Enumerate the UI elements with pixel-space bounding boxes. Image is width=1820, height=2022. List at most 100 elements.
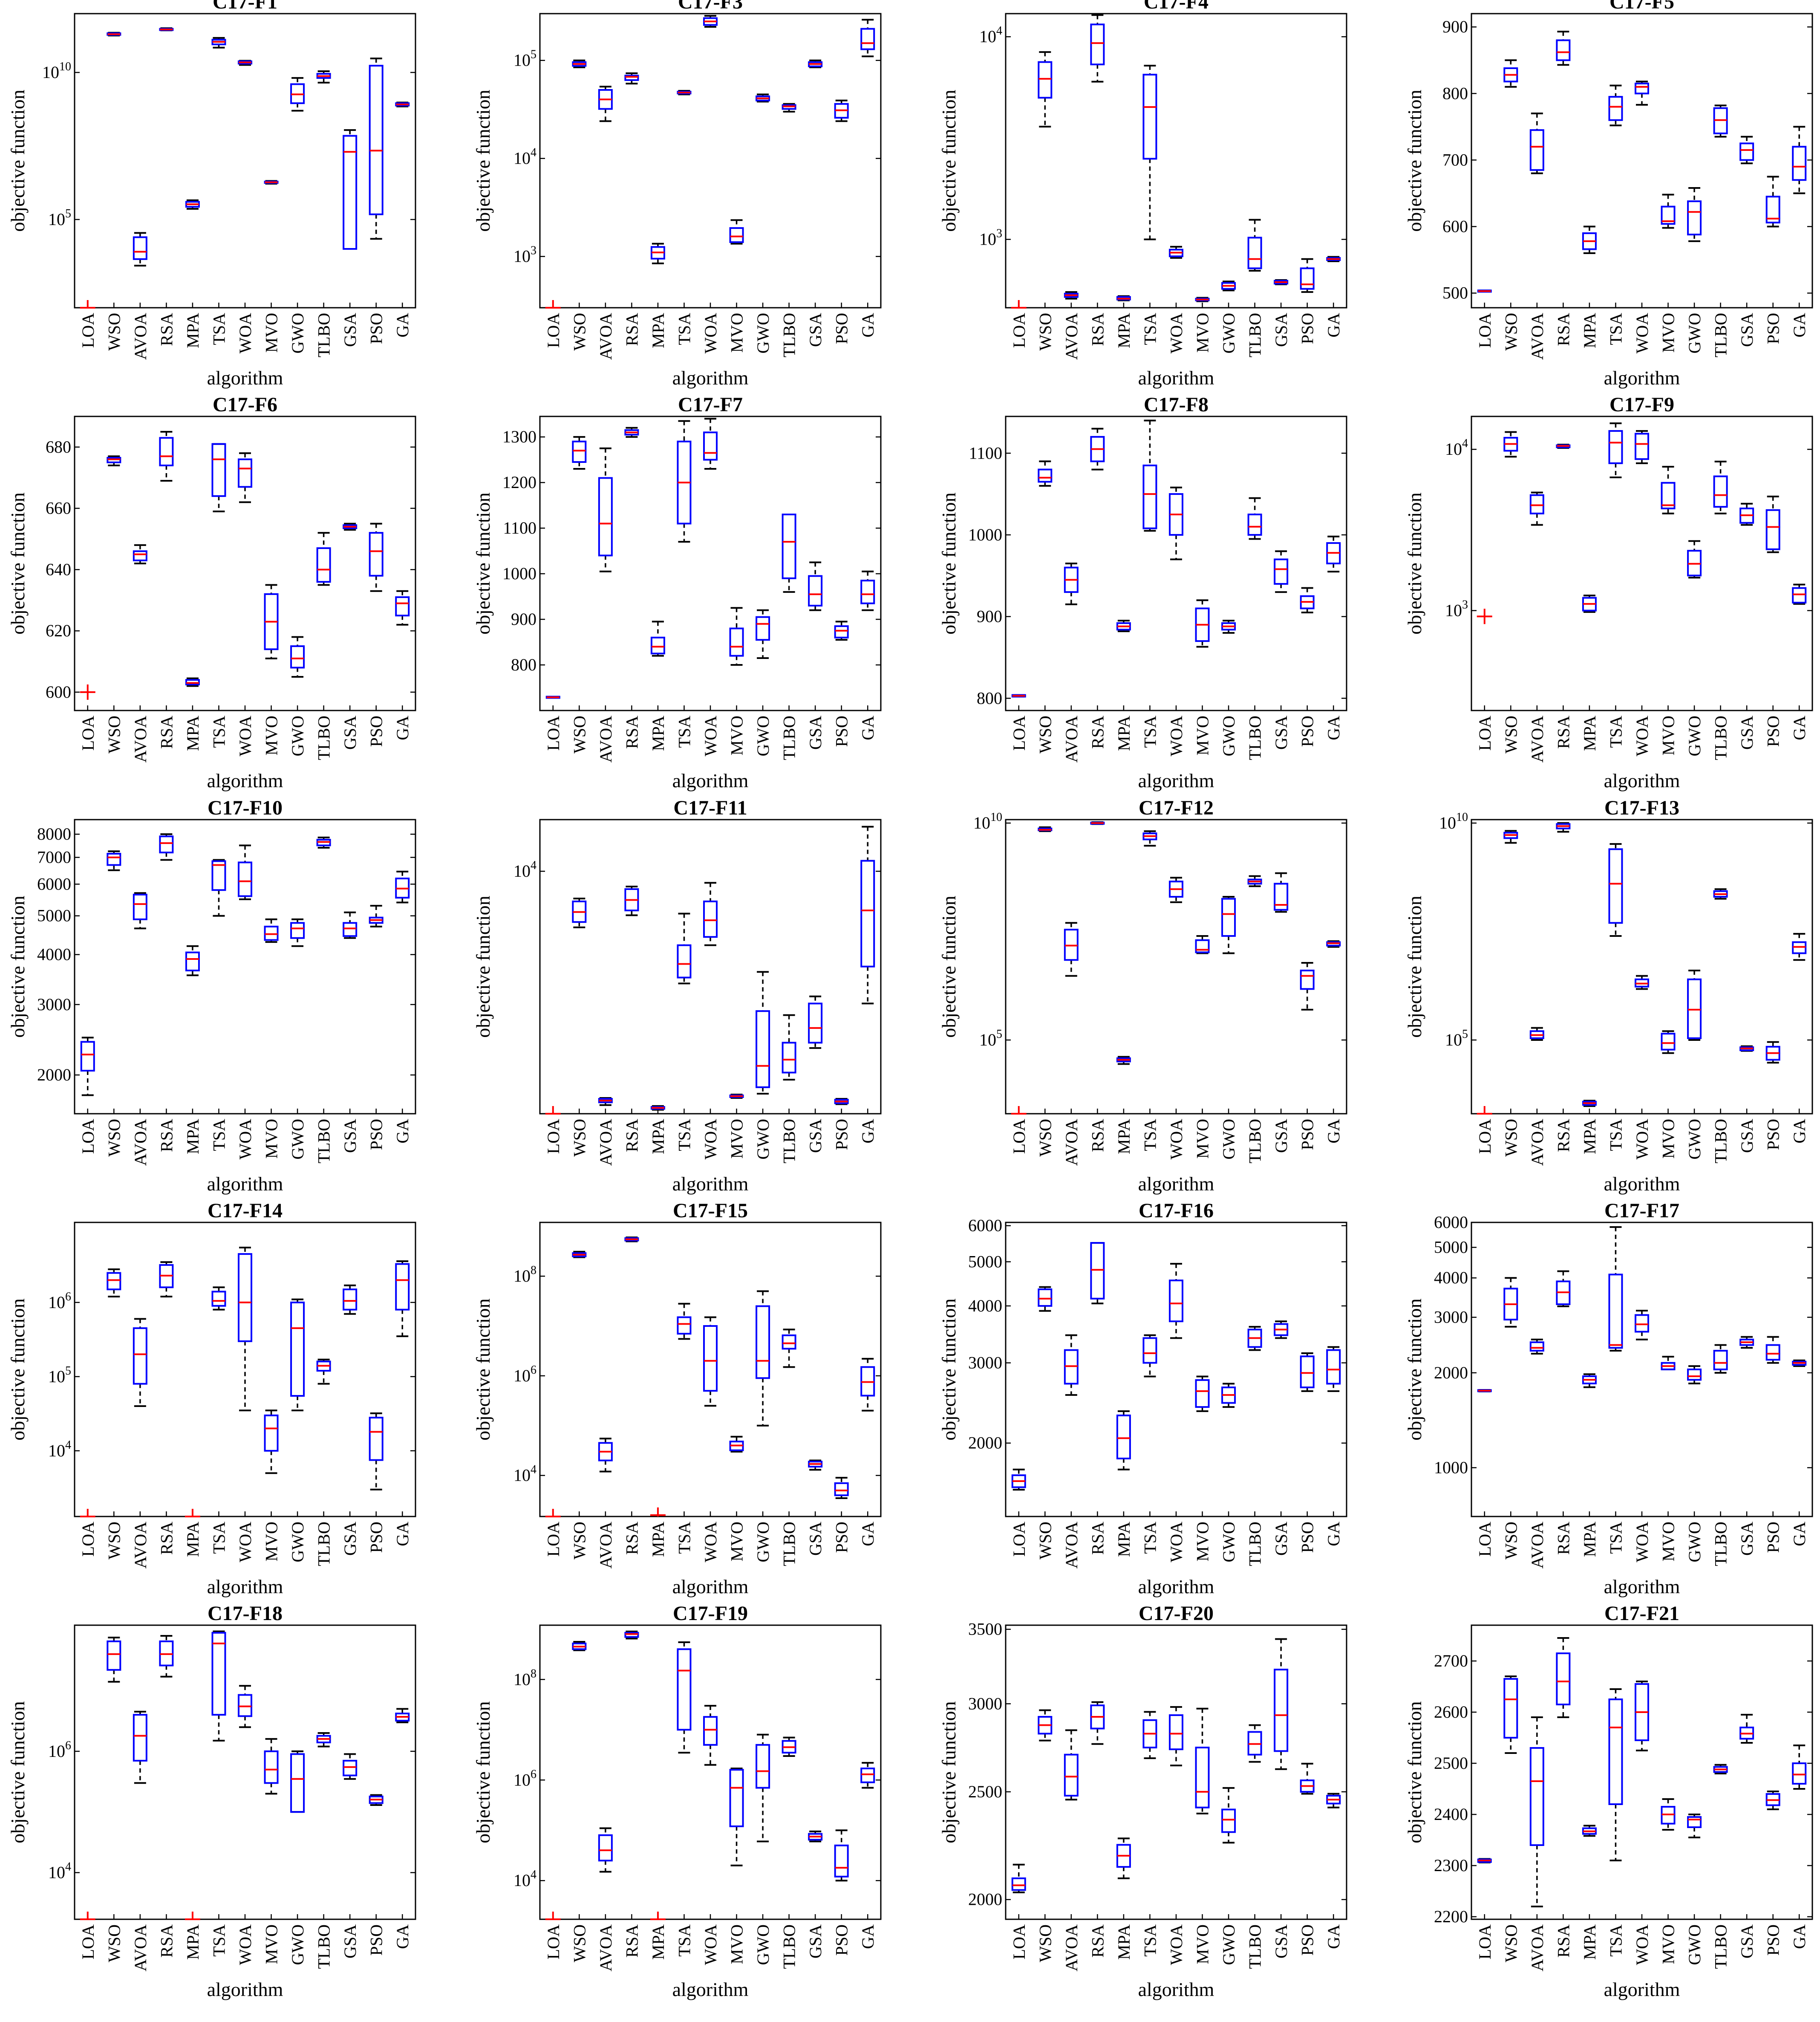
x-tick-label-wso: WSO [570, 716, 589, 754]
y-tick-label: 900 [511, 609, 536, 629]
subplot-title: C17-F3 [678, 0, 743, 13]
x-tick-label-pso: PSO [832, 1119, 851, 1150]
box-tlbo [782, 1736, 796, 1757]
box-woa [703, 1705, 718, 1766]
box-mvo [1195, 297, 1210, 302]
y-tick-label: 106 [513, 1363, 536, 1385]
x-tick-label-ga: GA [393, 1522, 412, 1546]
x-tick-label-wso: WSO [570, 1522, 589, 1560]
box-mpa [185, 1912, 200, 1920]
x-tick-label-tlbo: TLBO [780, 1522, 799, 1566]
plot-frame [1005, 13, 1347, 309]
box-tsa [211, 859, 226, 917]
iqr-box [782, 514, 796, 579]
box-avoa [133, 1710, 147, 1784]
x-tick-label-tsa: TSA [675, 1119, 694, 1151]
x-tick-label-mpa: MPA [183, 1119, 202, 1154]
iqr-box [650, 636, 665, 655]
box-loa [80, 1912, 95, 1920]
box-pso [1300, 1352, 1315, 1392]
iqr-box [1090, 23, 1105, 66]
box-wso [1503, 431, 1518, 458]
box-avoa [1064, 563, 1079, 605]
x-tick-label-tsa: TSA [1140, 1522, 1159, 1554]
box-rsa [159, 1261, 174, 1298]
x-tick-label-gsa: GSA [1737, 313, 1757, 347]
x-tick-label-tlbo: TLBO [1711, 313, 1731, 357]
box-mpa [650, 243, 665, 264]
iqr-box [343, 1759, 358, 1776]
x-tick-label-mpa: MPA [183, 1522, 202, 1557]
y-axis-label: objective function [1404, 1298, 1425, 1440]
y-tick-label: 600 [1442, 217, 1468, 236]
y-tick-label: 4000 [37, 945, 71, 964]
box-gwo [756, 971, 770, 1095]
plot-frame [74, 416, 416, 711]
subplot-c17-f1: C17-F1 105 1010 LOA WSO AVOA RSA MPA TSA WOA MVO GW… [7, 0, 416, 389]
iqr-box [1635, 433, 1649, 460]
iqr-box [1792, 587, 1807, 604]
box-rsa [1556, 31, 1571, 66]
iqr-box [1038, 468, 1053, 483]
x-tick-label-tsa: TSA [675, 1924, 694, 1957]
x-tick-label-tsa: TSA [1606, 313, 1625, 345]
iqr-box [1635, 1314, 1649, 1333]
box-woa [1169, 1262, 1183, 1339]
box-tsa [677, 90, 692, 95]
box-rsa [1556, 444, 1571, 449]
subplot-title: C17-F5 [1609, 0, 1674, 13]
box-tsa [677, 913, 692, 985]
subplot-c17-f19: C17-F19 104 106 108 LOA WSO AVOA RSA MPA TSA WOA MV… [472, 1602, 882, 2000]
x-tick-label-gsa: GSA [806, 716, 825, 750]
iqr-box [107, 1640, 121, 1671]
box-wso [1038, 460, 1053, 487]
box-tlbo [1713, 1764, 1728, 1774]
x-tick-label-mvo: MVO [727, 1119, 747, 1158]
subplot-title: C17-F9 [1609, 393, 1674, 416]
x-tick-label-loa: LOA [1475, 1119, 1494, 1154]
box-woa [1169, 246, 1183, 259]
box-mpa [185, 1509, 200, 1517]
x-tick-label-avoa: AVOA [1528, 1522, 1547, 1569]
iqr-box [211, 1291, 226, 1307]
subplot-c17-f8: C17-F8 800 900 1000 1100 LOA WSO AVOA RSA MPA TSA W… [938, 393, 1347, 791]
box-pso [834, 1477, 849, 1499]
x-tick-label-gwo: GWO [288, 1522, 307, 1563]
iqr-box [1661, 1033, 1676, 1051]
x-tick-label-avoa: AVOA [1062, 1119, 1081, 1166]
x-tick-label-rsa: RSA [157, 1119, 176, 1152]
x-tick-label-wso: WSO [1501, 1924, 1520, 1962]
x-tick-label-rsa: RSA [1088, 1522, 1107, 1555]
x-tick-label-pso: PSO [832, 313, 851, 344]
iqr-box [211, 443, 226, 497]
box-woa [1635, 81, 1649, 106]
box-gsa [808, 561, 823, 611]
box-loa [545, 300, 561, 309]
x-tick-label-ga: GA [1790, 1119, 1809, 1144]
x-tick-label-wso: WSO [1501, 313, 1520, 351]
iqr-box [703, 900, 718, 938]
iqr-box [1556, 1652, 1571, 1705]
box-loa [1011, 1863, 1026, 1893]
x-tick-label-rsa: RSA [622, 1522, 641, 1555]
box-gsa [1274, 872, 1289, 913]
x-tick-label-avoa: AVOA [596, 1522, 615, 1569]
box-tsa [1608, 1226, 1623, 1352]
x-tick-label-tlbo: TLBO [780, 716, 799, 760]
iqr-box [1687, 1816, 1702, 1828]
y-tick-label: 104 [513, 859, 536, 881]
box-ga [860, 570, 875, 611]
y-tick-label: 1010 [973, 811, 1002, 832]
x-tick-label-mvo: MVO [262, 1924, 281, 1964]
iqr-box [782, 1334, 796, 1350]
box-loa [1011, 1468, 1026, 1491]
y-tick-label: 1300 [502, 427, 536, 446]
x-tick-label-ga: GA [858, 1924, 877, 1949]
box-ga [1792, 126, 1807, 194]
iqr-box [860, 1768, 875, 1783]
x-tick-label-mpa: MPA [1580, 1119, 1599, 1154]
iqr-box [1195, 1747, 1210, 1808]
box-ga [1326, 1793, 1341, 1808]
y-axis-label: objective function [1404, 1701, 1425, 1843]
box-gsa [1739, 1714, 1754, 1744]
